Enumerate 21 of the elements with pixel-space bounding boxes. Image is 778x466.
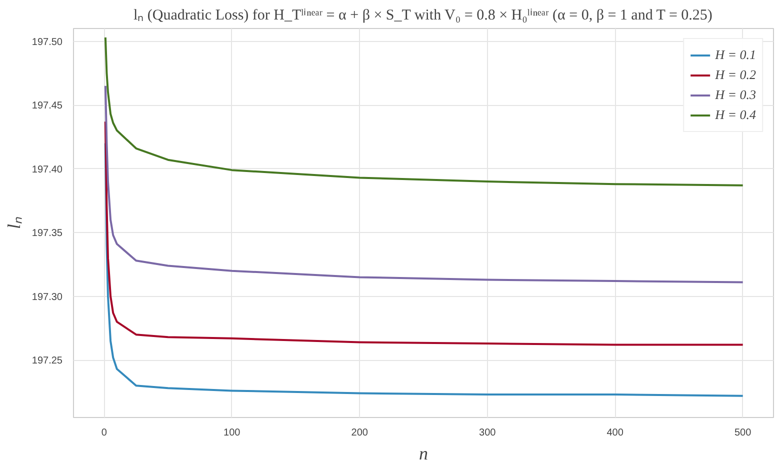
y-tick-label: 197.50 (32, 36, 63, 48)
x-axis-title: n (419, 444, 428, 464)
x-tick-label: 200 (351, 428, 368, 438)
legend-label: H = 0.3 (715, 87, 756, 103)
y-axis-title: lₙ (4, 216, 24, 229)
legend-label: H = 0.2 (715, 67, 756, 83)
y-tick-label: 197.45 (32, 100, 63, 112)
x-tick-label: 100 (224, 428, 241, 438)
x-tick-label: 0 (101, 428, 108, 438)
legend-label: H = 0.1 (715, 47, 756, 63)
x-tick-label: 500 (734, 428, 752, 438)
line-series (104, 142, 744, 397)
x-tick-label: 300 (479, 428, 496, 438)
y-tick-label: 197.25 (32, 356, 63, 367)
line-series (104, 120, 744, 346)
y-tick-label: 197.30 (32, 292, 63, 303)
y-tick-label: 197.40 (32, 164, 63, 176)
chart-title: lₙ (Quadratic Loss) for H_Tˡⁱⁿᵉᵃʳ = α + β × S_T with V₀ = 0.8 × H₀ˡⁱⁿᵉᵃʳ (α = 0, β = 1 and T = 0.25) (134, 8, 712, 24)
y-tick-label: 197.35 (32, 228, 63, 240)
legend-label: H = 0.4 (715, 107, 756, 123)
x-tick-label: 400 (606, 428, 624, 438)
